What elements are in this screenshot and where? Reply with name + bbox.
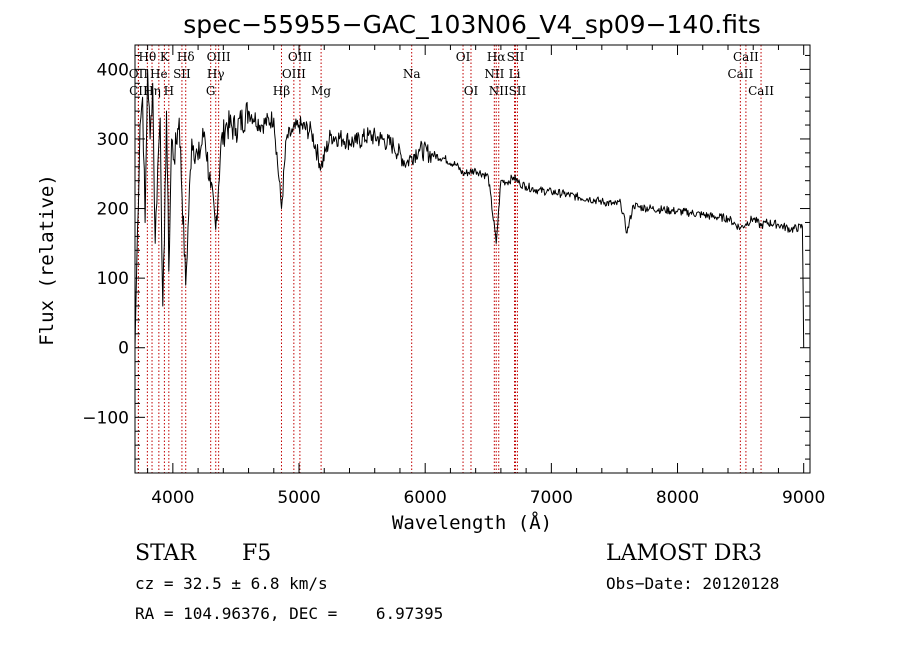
object-class: STAR [135, 541, 197, 566]
line-label: CaII [727, 67, 753, 81]
line-label: Hγ [207, 67, 225, 81]
line-label: Li [509, 67, 521, 81]
line-labels: CIIOIIHθHηHeKHSIIHδGHγOIIIHβOIIIOIIIMgNa… [129, 50, 774, 98]
x-tick-label: 9000 [782, 488, 825, 508]
line-label: Na [403, 67, 421, 81]
line-label: NII [489, 84, 509, 98]
line-label: SII [507, 50, 525, 64]
line-label: He [150, 67, 168, 81]
x-tick-label: 7000 [530, 488, 573, 508]
x-tick-label: 8000 [656, 488, 699, 508]
line-label: OIII [288, 50, 312, 64]
redshift-cz: cz = 32.5 ± 6.8 km/s [135, 574, 328, 593]
x-tick-label: 4000 [151, 488, 194, 508]
y-tick-label: 100 [97, 269, 129, 289]
line-label: CII [129, 84, 148, 98]
line-label: Hθ [139, 50, 157, 64]
y-tick-label: 400 [97, 60, 129, 80]
y-tick-label: 0 [118, 339, 129, 359]
line-label: OI [464, 84, 479, 98]
line-label: K [160, 50, 170, 64]
obs-date: Obs−Date: 20120128 [606, 574, 779, 593]
x-tick-label: 5000 [277, 488, 320, 508]
line-label: CaII [748, 84, 774, 98]
y-tick-label: 200 [97, 200, 129, 220]
line-label: OII [129, 67, 149, 81]
object-subclass: F5 [242, 541, 271, 566]
spectrum-line [134, 68, 805, 348]
survey-name: LAMOST DR3 [606, 541, 762, 566]
x-axis-label: Wavelength (Å) [392, 511, 552, 534]
line-label: H [164, 84, 174, 98]
line-label: NII [484, 67, 504, 81]
line-label: Hδ [177, 50, 195, 64]
line-markers [137, 45, 762, 473]
line-label: OI [456, 50, 471, 64]
y-axis-ticks: −100 0 100 200 300 400 [82, 54, 810, 460]
y-tick-label: −100 [82, 408, 129, 428]
line-label: SII [173, 67, 191, 81]
plot-frame [134, 44, 811, 474]
line-label: Hβ [273, 84, 290, 98]
x-tick-label: 6000 [404, 488, 447, 508]
line-label: SII [509, 84, 527, 98]
y-axis-label: Flux (relative) [36, 174, 58, 346]
line-label: CaII [733, 50, 759, 64]
line-label: OIII [282, 67, 306, 81]
chart-title: spec−55955−GAC_103N06_V4_sp09−140.fits [183, 10, 761, 39]
line-label: G [206, 84, 216, 98]
line-label: OIII [207, 50, 231, 64]
spectrum-series [134, 68, 805, 348]
ra-dec: RA = 104.96376, DEC = 6.97395 [135, 604, 443, 623]
line-label: Mg [311, 84, 331, 98]
y-tick-label: 300 [97, 130, 129, 150]
line-label: Hα [487, 50, 506, 64]
x-axis-ticks: 4000 5000 6000 7000 8000 9000 [147, 45, 825, 508]
